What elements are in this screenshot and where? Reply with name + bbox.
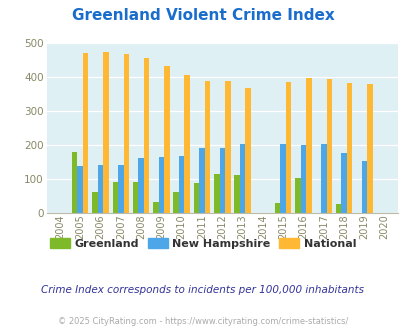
Bar [83,53,88,213]
Bar [224,81,230,213]
Text: Crime Index corresponds to incidents per 100,000 inhabitants: Crime Index corresponds to incidents per… [41,285,364,295]
Text: Greenland Violent Crime Index: Greenland Violent Crime Index [71,8,334,23]
Bar [219,148,224,213]
Bar [204,81,210,213]
Bar [199,148,204,213]
Legend: Greenland, New Hampshire, National: Greenland, New Hampshire, National [45,234,360,253]
Bar [184,75,190,213]
Bar [173,192,179,213]
Text: © 2025 CityRating.com - https://www.cityrating.com/crime-statistics/: © 2025 CityRating.com - https://www.city… [58,317,347,326]
Bar [123,54,129,213]
Bar [335,204,341,213]
Bar [280,144,285,213]
Bar [341,153,346,213]
Bar [92,192,98,213]
Bar [153,202,158,213]
Bar [143,58,149,213]
Bar [112,182,118,213]
Bar [366,84,372,213]
Bar [234,175,239,213]
Bar [193,183,199,213]
Bar [300,145,305,213]
Bar [118,165,123,213]
Bar [138,158,143,213]
Bar [72,152,77,213]
Bar [98,165,103,213]
Bar [103,52,109,213]
Bar [245,88,250,213]
Bar [274,203,280,213]
Bar [213,174,219,213]
Bar [239,144,245,213]
Bar [132,182,138,213]
Bar [179,156,184,213]
Bar [361,161,366,213]
Bar [158,157,164,213]
Bar [305,78,311,213]
Bar [285,82,291,213]
Bar [294,178,300,213]
Bar [164,66,169,213]
Bar [346,83,352,213]
Bar [326,79,331,213]
Bar [77,166,83,213]
Bar [320,144,326,213]
